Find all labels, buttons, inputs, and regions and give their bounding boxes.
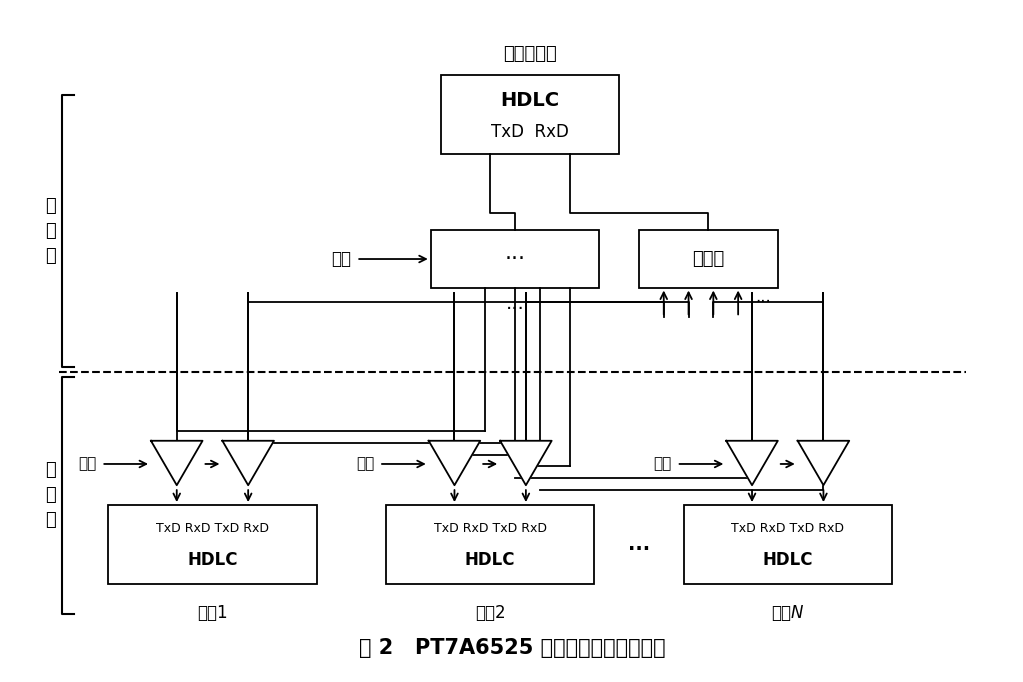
Text: 主
控
层: 主 控 层 bbox=[45, 197, 55, 265]
Text: 接
口
层: 接 口 层 bbox=[45, 461, 55, 529]
Polygon shape bbox=[151, 441, 203, 485]
Text: TxD RxD TxD RxD: TxD RxD TxD RxD bbox=[434, 522, 546, 535]
Polygon shape bbox=[500, 441, 551, 485]
Text: 单板1: 单板1 bbox=[197, 604, 228, 622]
Text: 单板2: 单板2 bbox=[475, 604, 505, 622]
Polygon shape bbox=[429, 441, 480, 485]
Text: HDLC: HDLC bbox=[762, 551, 813, 569]
Bar bbox=[108, 505, 316, 584]
Polygon shape bbox=[222, 441, 274, 485]
Text: HDLC: HDLC bbox=[464, 551, 516, 569]
Text: 单板N: 单板N bbox=[771, 604, 804, 622]
Text: 控制: 控制 bbox=[654, 456, 672, 471]
Text: HDLC: HDLC bbox=[187, 551, 237, 569]
Text: TxD RxD TxD RxD: TxD RxD TxD RxD bbox=[155, 522, 269, 535]
Polygon shape bbox=[798, 441, 849, 485]
Text: 控制: 控制 bbox=[356, 456, 374, 471]
Bar bbox=[639, 231, 777, 288]
Polygon shape bbox=[726, 441, 777, 485]
Bar bbox=[431, 231, 599, 288]
Bar bbox=[683, 505, 892, 584]
Text: TxD RxD TxD RxD: TxD RxD TxD RxD bbox=[731, 522, 844, 535]
Text: ···: ··· bbox=[504, 249, 526, 269]
Bar bbox=[441, 75, 619, 154]
Text: ···: ··· bbox=[505, 300, 525, 319]
Text: ...: ... bbox=[628, 535, 650, 554]
Bar bbox=[386, 505, 594, 584]
Text: 图 2   PT7A6525 在交换机中的应用连接: 图 2 PT7A6525 在交换机中的应用连接 bbox=[359, 638, 665, 658]
Text: 控制: 控制 bbox=[331, 250, 351, 268]
Text: 主网控制板: 主网控制板 bbox=[503, 46, 557, 63]
Text: TxD  RxD: TxD RxD bbox=[491, 123, 569, 141]
Text: ···: ··· bbox=[755, 293, 770, 312]
Text: 控制: 控制 bbox=[78, 456, 96, 471]
Text: HDLC: HDLC bbox=[500, 91, 560, 110]
Text: 多选一: 多选一 bbox=[693, 250, 724, 268]
